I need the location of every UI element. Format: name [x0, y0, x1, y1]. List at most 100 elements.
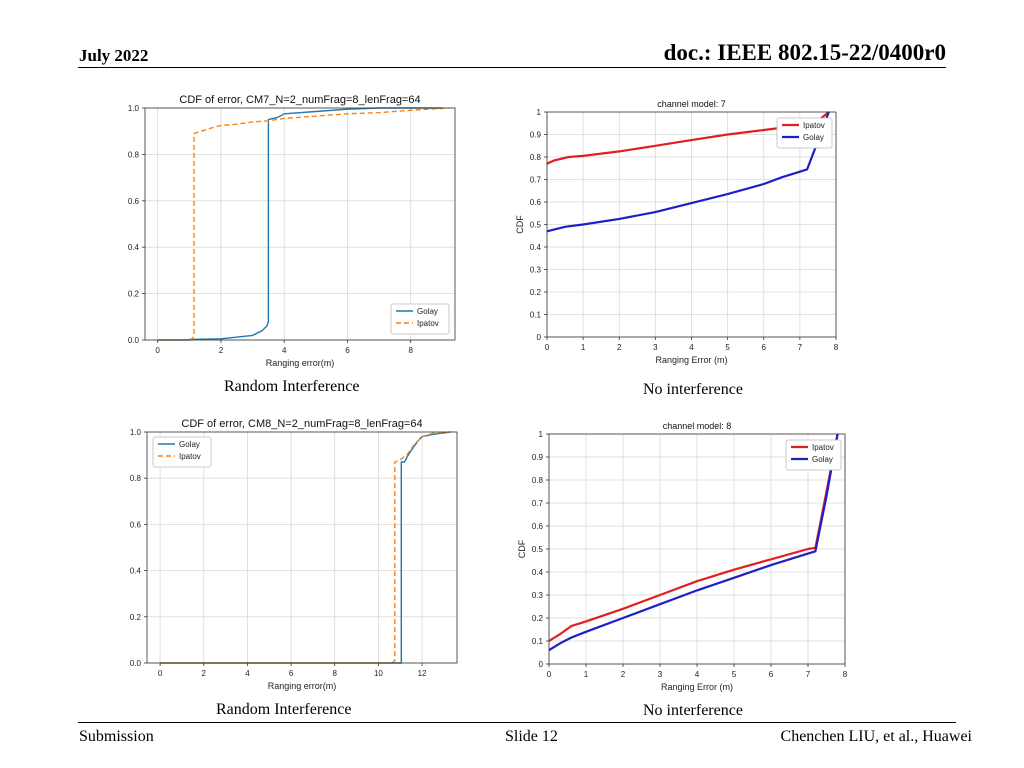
caption-bottom-left: Random Interference	[216, 701, 352, 718]
chart-title: channel model: 8	[663, 421, 732, 431]
x-axis-label: Ranging error(m)	[268, 681, 337, 691]
y-tick-label: 1	[539, 430, 544, 439]
y-tick-label: 1.0	[130, 428, 142, 437]
chart-title: channel model: 7	[657, 99, 726, 109]
y-tick-label: 0.3	[532, 591, 544, 600]
x-tick-label: 4	[689, 343, 694, 352]
footer-submission: Submission	[79, 728, 154, 745]
x-axis-label: Ranging Error (m)	[655, 355, 727, 365]
y-tick-label: 0.8	[530, 153, 542, 162]
x-tick-label: 0	[155, 346, 160, 355]
y-tick-label: 0	[537, 333, 542, 342]
chart-channel-model-8: 0 1 2 3 4 5 6 7 8 0 0.1 0.2 0.3 0.4 0.5 0.6 0.7 0.8 0.9 1 ch…	[517, 421, 848, 692]
x-tick-label: 8	[408, 346, 413, 355]
x-tick-label: 2	[219, 346, 224, 355]
x-tick-label: 0	[158, 669, 163, 678]
x-tick-label: 8	[843, 670, 848, 679]
legend-label-golay: Golay	[812, 455, 833, 464]
x-tick-label: 5	[725, 343, 730, 352]
x-tick-label: 5	[732, 670, 737, 679]
y-axis-label: CDF	[515, 215, 525, 234]
chart-cm7-random-interference: 0 2 4 6 8 0.0 0.2 0.4 0.6 0.8 1.0 CDF of error, CM7…	[128, 94, 456, 368]
x-tick-label: 2	[202, 669, 207, 678]
chart-channel-model-7: 0 1 2 3 4 5 6 7 8 0 0.1 0.2 0.3 0.4 0.5 0.6 0.7 0.8 0.9 1 ch…	[515, 99, 839, 365]
y-tick-label: 0.4	[128, 243, 140, 252]
plot-area	[145, 108, 455, 340]
y-tick-label: 0.6	[530, 198, 542, 207]
y-tick-label: 0.2	[130, 613, 142, 622]
series-line-golay	[548, 433, 839, 652]
series-line-golay	[546, 111, 830, 233]
x-tick-label: 1	[584, 670, 589, 679]
x-tick-label: 2	[617, 343, 622, 352]
y-tick-label: 0.8	[532, 476, 544, 485]
x-tick-label: 8	[834, 343, 839, 352]
chart-title: CDF of error, CM8_N=2_numFrag=8_lenFrag=…	[181, 418, 422, 430]
header-doc-id: doc.: IEEE 802.15-22/0400r0	[663, 40, 946, 65]
series-line-ipatov	[160, 431, 451, 664]
legend-label-golay: Golay	[417, 307, 438, 316]
x-tick-label: 6	[762, 343, 767, 352]
footer-rule	[78, 722, 956, 723]
series-line-ipatov	[157, 107, 449, 341]
x-tick-label: 6	[769, 670, 774, 679]
chart-cm8-random-interference: 0 2 4 6 8 10 12 0.0 0.2 0.4 0.6 0.8 1.0 CDF of error,…	[130, 418, 458, 691]
footer-authors: Chenchen LIU, et al., Huawei	[780, 728, 972, 745]
x-tick-label: 6	[289, 669, 294, 678]
y-tick-label: 0.0	[130, 659, 142, 668]
y-tick-label: 0.3	[530, 266, 542, 275]
x-tick-label: 4	[695, 670, 700, 679]
x-tick-label: 7	[798, 343, 803, 352]
legend-label-ipatov: Ipatov	[803, 121, 825, 130]
y-tick-label: 0.6	[128, 197, 140, 206]
legend-label-ipatov: Ipatov	[812, 443, 834, 452]
series-line-golay	[157, 107, 443, 341]
y-axis-label: CDF	[517, 539, 527, 558]
y-tick-label: 1	[537, 108, 542, 117]
y-tick-label: 0.1	[532, 637, 544, 646]
y-tick-label: 0.4	[130, 567, 142, 576]
y-tick-label: 0.2	[128, 290, 140, 299]
header-rule	[78, 67, 946, 68]
y-tick-label: 0.9	[530, 131, 542, 140]
y-tick-label: 0.7	[530, 176, 542, 185]
caption-bottom-right: No interference	[643, 702, 743, 719]
x-tick-label: 8	[333, 669, 338, 678]
x-tick-label: 10	[374, 669, 383, 678]
y-tick-label: 0.6	[532, 522, 544, 531]
x-tick-label: 2	[621, 670, 626, 679]
y-tick-label: 1.0	[128, 104, 140, 113]
plot-frame	[144, 107, 456, 341]
x-tick-label: 0	[545, 343, 550, 352]
caption-top-left: Random Interference	[224, 378, 360, 395]
y-tick-label: 0.4	[530, 243, 542, 252]
y-tick-label: 0.4	[532, 568, 544, 577]
plot-area	[147, 432, 457, 663]
y-tick-label: 0.2	[532, 614, 544, 623]
x-tick-label: 7	[806, 670, 811, 679]
legend-label-golay: Golay	[803, 133, 824, 142]
x-tick-label: 6	[345, 346, 350, 355]
y-tick-label: 0.8	[128, 150, 140, 159]
y-tick-label: 0.0	[128, 336, 140, 345]
y-tick-label: 0.2	[530, 288, 542, 297]
legend-label-ipatov: Ipatov	[417, 319, 439, 328]
x-tick-label: 12	[418, 669, 427, 678]
y-tick-label: 0.5	[532, 545, 544, 554]
y-tick-label: 0.1	[530, 311, 542, 320]
plot-frame	[146, 431, 458, 664]
y-tick-label: 0.6	[130, 520, 142, 529]
x-axis-label: Ranging Error (m)	[661, 682, 733, 692]
header-date: July 2022	[79, 46, 149, 65]
caption-top-right: No interference	[643, 381, 743, 398]
y-tick-label: 0.9	[532, 453, 544, 462]
x-axis-label: Ranging error(m)	[266, 358, 335, 368]
footer-slide-number: Slide 12	[505, 728, 558, 745]
y-tick-label: 0.8	[130, 474, 142, 483]
x-tick-label: 4	[282, 346, 287, 355]
y-tick-label: 0.7	[532, 499, 544, 508]
x-tick-label: 0	[547, 670, 552, 679]
legend-label-ipatov: Ipatov	[179, 452, 201, 461]
x-tick-label: 3	[658, 670, 663, 679]
legend-label-golay: Golay	[179, 440, 200, 449]
